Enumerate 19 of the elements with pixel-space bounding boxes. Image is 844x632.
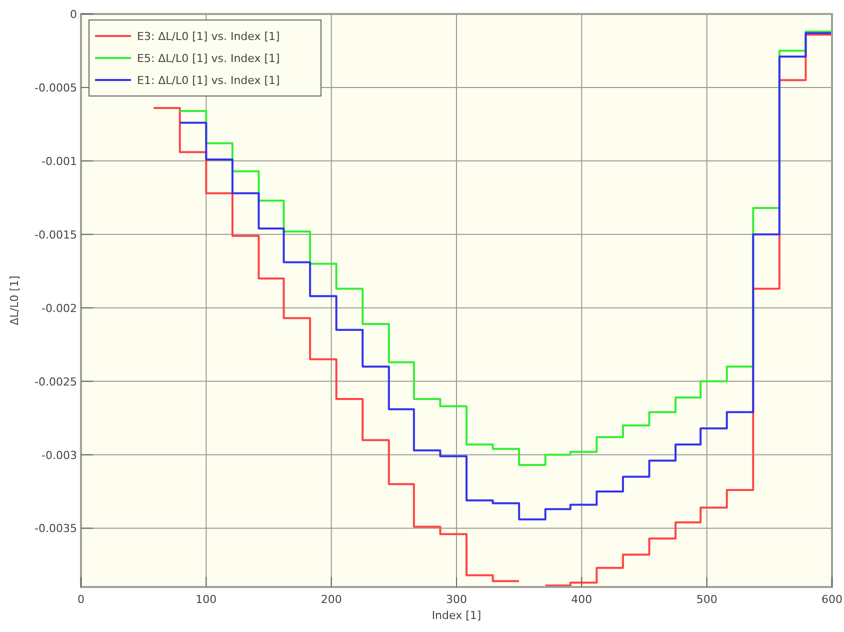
y-tick-label: -0.001 <box>42 154 77 168</box>
y-axis-title: ΔL/L0 [1] <box>8 276 21 326</box>
x-tick-label: 500 <box>696 593 718 606</box>
legend-label: E5: ΔL/L0 [1] vs. Index [1] <box>137 52 280 65</box>
x-tick-label: 100 <box>196 593 217 606</box>
y-tick-label: -0.003 <box>42 448 77 462</box>
y-tick-label: -0.0005 <box>34 81 77 94</box>
y-tick-label: -0.0025 <box>34 375 77 388</box>
x-tick-label: 400 <box>571 593 592 606</box>
x-tick-label: 600 <box>822 593 842 606</box>
y-tick-label: -0.0035 <box>34 522 77 536</box>
legend-label: E1: ΔL/L0 [1] vs. Index [1] <box>137 74 280 87</box>
x-tick-label: 200 <box>320 593 342 606</box>
x-axis-title: Index [1] <box>432 609 482 622</box>
y-tick-label: -0.0015 <box>34 228 77 242</box>
y-tick-label: -0.002 <box>42 302 77 315</box>
x-tick-label: 300 <box>446 593 467 606</box>
legend-label: E3: ΔL/L0 [1] vs. Index [1] <box>137 30 280 43</box>
y-tick-label: 0 <box>70 8 77 21</box>
